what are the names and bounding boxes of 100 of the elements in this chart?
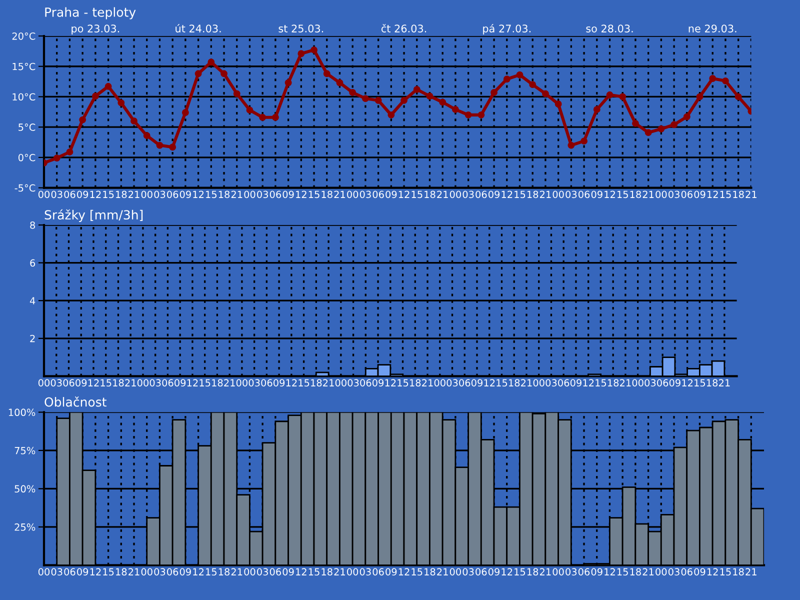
x-tick-label: 21 xyxy=(334,190,346,198)
y-tick-label: 0°C xyxy=(18,154,36,162)
point xyxy=(478,111,485,118)
x-tick-label: 09 xyxy=(180,190,191,198)
x-tick-label: 15 xyxy=(720,190,731,198)
x-tick-label: 18 xyxy=(424,190,436,198)
point xyxy=(464,111,472,118)
x-tick-label: 12 xyxy=(708,190,718,198)
y-tick-label: 20°C xyxy=(12,32,36,40)
x-tick-label: 06 xyxy=(657,379,668,387)
x-tick-label: 18 xyxy=(508,379,520,387)
x-tick-label: 12 xyxy=(296,568,306,576)
x-tick-label: 03 xyxy=(668,568,680,576)
point xyxy=(310,46,318,54)
x-tick-label: 06 xyxy=(681,568,692,576)
point xyxy=(619,93,626,100)
point xyxy=(130,118,138,124)
y-tick-label: 4 xyxy=(30,297,36,304)
x-tick-label: 06 xyxy=(162,379,174,387)
x-tick-label: 09 xyxy=(386,190,397,198)
x-tick-label: 18 xyxy=(218,190,230,198)
x-tick-label: 00 xyxy=(347,190,358,198)
x-tick-label: 00 xyxy=(656,568,667,576)
x-tick-label: 03 xyxy=(462,568,474,576)
x-tick-label: 06 xyxy=(681,190,692,198)
x-tick-label: 06 xyxy=(63,379,74,387)
point xyxy=(156,142,164,149)
y-tick-label: 15°C xyxy=(12,62,36,70)
x-tick-label: 09 xyxy=(488,190,500,198)
x-tick-label: 06 xyxy=(558,379,570,387)
x-tick-label: 12 xyxy=(502,568,512,576)
x-tick-label: 21 xyxy=(231,568,242,576)
point xyxy=(490,88,498,96)
x-tick-label: 15 xyxy=(100,379,112,387)
x-tick-label: 06 xyxy=(64,568,76,576)
x-tick-label: 00 xyxy=(141,190,152,198)
y-tick-label: 100% xyxy=(8,408,36,416)
x-tick-label: 15 xyxy=(206,190,216,198)
x-tick-label: 21 xyxy=(437,190,448,198)
x-tick-label: 12 xyxy=(90,568,101,576)
x-tick-label: 12 xyxy=(682,379,693,386)
x-tick-label: 09 xyxy=(694,190,706,198)
point xyxy=(233,90,240,98)
x-tick-label: 12 xyxy=(398,568,410,576)
point xyxy=(554,100,562,108)
x-tick-label: 09 xyxy=(591,190,602,198)
point xyxy=(696,93,704,100)
point xyxy=(452,106,459,113)
x-tick-label: 03 xyxy=(546,379,557,387)
x-tick-label: 18 xyxy=(630,568,641,576)
x-tick-label: 03 xyxy=(51,190,62,198)
x-tick-label: 09 xyxy=(669,379,680,387)
point xyxy=(658,125,665,132)
chart-title: Oblačnost xyxy=(44,396,106,407)
y-tick-label: 50% xyxy=(14,485,36,493)
x-tick-label: 21 xyxy=(718,379,730,386)
x-tick-label: 21 xyxy=(642,568,654,576)
x-tick-label: 12 xyxy=(88,379,99,386)
x-tick-label: 00 xyxy=(552,568,564,576)
point xyxy=(284,79,292,86)
x-tick-label: 21 xyxy=(128,568,140,576)
x-tick-label: 03 xyxy=(462,190,474,198)
point xyxy=(79,116,86,124)
x-tick-label: 12 xyxy=(583,379,594,386)
point xyxy=(734,93,742,100)
y-tick-label: 6 xyxy=(30,259,36,267)
point xyxy=(400,96,408,104)
x-tick-label: 09 xyxy=(570,379,582,387)
x-tick-label: 18 xyxy=(322,190,332,198)
x-tick-label: 15 xyxy=(200,379,210,387)
x-tick-label: 03 xyxy=(566,190,577,198)
x-tick-label: 12 xyxy=(296,190,306,198)
x-tick-label: 03 xyxy=(348,379,359,387)
x-tick-label: 09 xyxy=(591,568,602,576)
x-tick-label: 18 xyxy=(733,568,744,576)
point xyxy=(336,79,344,86)
point xyxy=(259,114,266,121)
point xyxy=(709,75,716,82)
point xyxy=(413,86,420,93)
x-tick-label: 09 xyxy=(77,190,88,198)
x-tick-label: 12 xyxy=(193,190,204,198)
x-tick-label: 09 xyxy=(372,379,384,387)
x-tick-label: 03 xyxy=(257,568,268,576)
x-tick-label: 09 xyxy=(386,568,397,576)
x-tick-label: 21 xyxy=(620,379,631,386)
point xyxy=(439,98,446,106)
x-tick-label: 15 xyxy=(596,379,606,387)
x-tick-label: 03 xyxy=(566,568,577,576)
x-tick-label: 18 xyxy=(322,568,332,576)
x-tick-label: 12 xyxy=(604,568,615,576)
x-tick-label: 00 xyxy=(141,568,152,576)
y-tick-label: 8 xyxy=(30,221,35,229)
x-tick-label: 06 xyxy=(270,190,282,198)
x-tick-label: 00 xyxy=(533,379,544,387)
x-tick-label: 15 xyxy=(412,190,422,198)
point xyxy=(194,70,202,78)
x-tick-label: 15 xyxy=(496,379,508,387)
x-tick-label: 00 xyxy=(656,190,667,198)
point xyxy=(92,92,99,100)
x-tick-label: 15 xyxy=(412,568,422,576)
